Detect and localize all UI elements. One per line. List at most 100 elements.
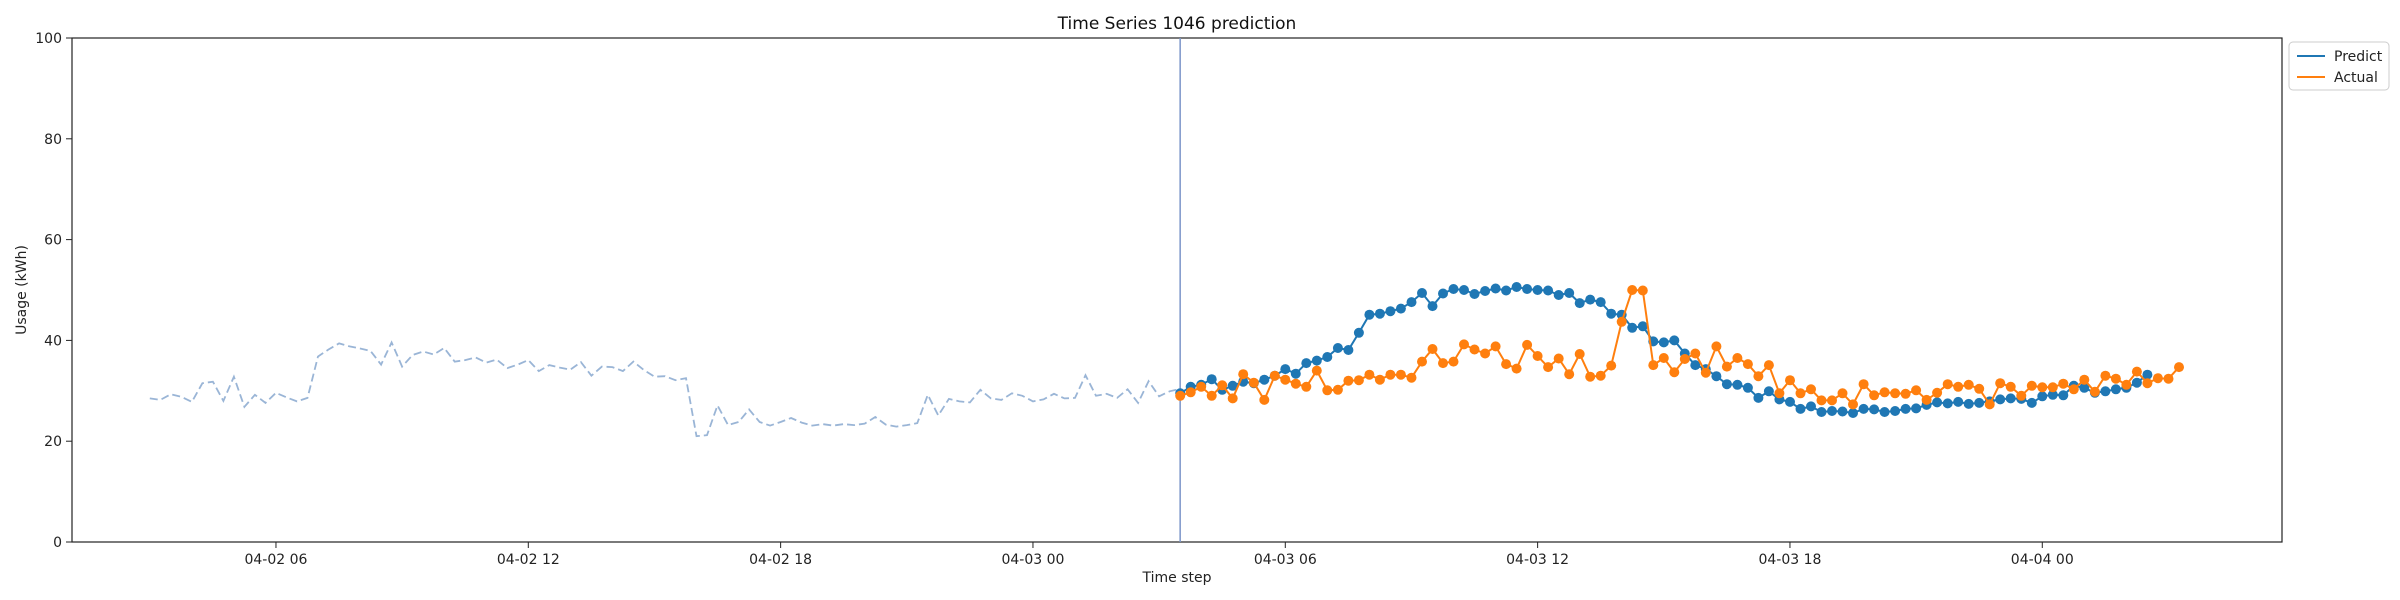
y-tick-label: 0 xyxy=(53,535,62,551)
series-predict-point xyxy=(1837,406,1848,417)
series-actual-point xyxy=(1564,369,1575,380)
series-predict-point xyxy=(1322,352,1333,362)
series-actual-point xyxy=(1364,369,1375,380)
series-predict-point xyxy=(1385,306,1396,317)
series-actual-point xyxy=(1616,316,1627,327)
series-predict-point xyxy=(1259,374,1270,385)
series-predict-point xyxy=(1669,335,1680,346)
series-actual-point xyxy=(1785,375,1795,386)
series-predict-point xyxy=(2058,390,2069,401)
series-actual-point xyxy=(1984,399,1995,410)
series-actual-point xyxy=(1480,348,1491,359)
series-predict-point xyxy=(1995,394,2006,405)
series-actual-point xyxy=(1732,353,1743,363)
series-predict-point xyxy=(1848,408,1858,418)
x-tick-label: 04-03 06 xyxy=(1254,552,1317,568)
series-actual-point xyxy=(1890,388,1901,399)
series-actual-point xyxy=(1196,381,1207,392)
legend-predict-label: Predict xyxy=(2334,49,2383,65)
series-predict-point xyxy=(2131,377,2142,388)
series-actual-point xyxy=(1217,380,1228,391)
series-actual-point xyxy=(1280,374,1291,385)
series-actual-point xyxy=(2174,362,2184,373)
series-actual-point xyxy=(1522,339,1533,350)
series-actual-point xyxy=(1595,370,1606,381)
series-actual-point xyxy=(1627,285,1638,295)
series-predict-point xyxy=(1785,396,1795,407)
series-actual-point xyxy=(1427,344,1438,354)
series-predict-point xyxy=(1606,308,1617,319)
series-actual-point xyxy=(1269,370,1280,381)
series-actual-point xyxy=(1501,359,1512,370)
series-actual-point xyxy=(1259,394,1270,405)
x-tick-label: 04-03 18 xyxy=(1758,552,1821,568)
series-predict-point xyxy=(1417,288,1427,298)
series-predict-point xyxy=(1511,282,1522,292)
series-predict-point xyxy=(1879,407,1890,417)
series-actual-point xyxy=(1837,388,1848,399)
series-predict-point xyxy=(1637,321,1648,332)
plot-area xyxy=(71,37,2283,543)
series-predict-point xyxy=(1522,284,1533,294)
series-actual-point xyxy=(1995,378,2006,389)
series-predict-point xyxy=(1585,294,1596,305)
series-actual-point xyxy=(1827,395,1837,406)
y-tick-label: 80 xyxy=(44,132,62,148)
series-actual-point xyxy=(1795,388,1806,399)
y-axis: 0 20 40 60 80 100 xyxy=(35,31,72,551)
series-actual-point xyxy=(1227,393,1238,404)
series-actual-point xyxy=(1763,360,1774,371)
series-actual-point xyxy=(1185,387,1196,398)
series-predict-point xyxy=(2110,384,2121,395)
series-actual-point xyxy=(2037,382,2048,393)
series-predict xyxy=(1175,282,2153,418)
series-actual-point xyxy=(1543,362,1554,373)
series-actual-point xyxy=(1900,388,1911,399)
series-predict-point xyxy=(1574,298,1585,309)
series-actual-point xyxy=(1848,399,1858,410)
series-predict-point xyxy=(1364,309,1375,320)
series-actual-point xyxy=(1343,375,1354,386)
series-actual-point xyxy=(2131,366,2142,377)
series-actual-point xyxy=(2163,373,2174,384)
series-predict-point xyxy=(1343,345,1354,355)
series-predict-point xyxy=(1532,285,1543,295)
series-predict-point xyxy=(1290,368,1301,379)
series-actual-point xyxy=(1448,356,1459,367)
series-actual-point xyxy=(1459,339,1469,350)
series-predict-point xyxy=(1816,407,1827,417)
series-actual-point xyxy=(1774,388,1785,399)
series-predict-point xyxy=(1721,379,1732,390)
series-predict-point xyxy=(1374,308,1385,319)
series-predict-point xyxy=(1564,288,1575,298)
series-actual-point xyxy=(1921,394,1932,405)
x-axis-title: Time step xyxy=(1142,570,1212,586)
series-actual-point xyxy=(1574,349,1585,359)
series-predict-point xyxy=(2079,382,2090,393)
series-actual-point xyxy=(1648,360,1659,371)
series-predict-point xyxy=(1543,285,1554,296)
series-actual-point xyxy=(2110,373,2121,384)
series-predict-point xyxy=(1690,360,1701,371)
series-predict-point xyxy=(1395,303,1406,314)
series-actual-point xyxy=(2152,373,2163,384)
series-actual-point xyxy=(2142,378,2153,389)
x-tick-label: 04-04 00 xyxy=(2011,552,2074,568)
series-actual-point xyxy=(1879,387,1890,398)
series-predict-point xyxy=(1742,382,1753,393)
series-actual-point xyxy=(1322,385,1333,396)
series-actual-point xyxy=(1816,395,1827,406)
series-predict-point xyxy=(1911,403,1922,414)
series-actual-point xyxy=(2026,380,2037,391)
series-actual-point xyxy=(1469,344,1480,355)
series-predict-point xyxy=(1501,285,1512,296)
legend: Predict Actual xyxy=(2288,41,2390,91)
series-predict-point xyxy=(2005,393,2016,404)
series-predict-point xyxy=(1301,358,1312,369)
legend-actual-label: Actual xyxy=(2334,70,2378,86)
series-predict-point xyxy=(2100,386,2111,397)
series-actual-point xyxy=(1911,385,1922,396)
series-predict-point xyxy=(2026,397,2037,408)
series-predict-point xyxy=(2142,369,2153,380)
series-actual-point xyxy=(1963,379,1974,390)
